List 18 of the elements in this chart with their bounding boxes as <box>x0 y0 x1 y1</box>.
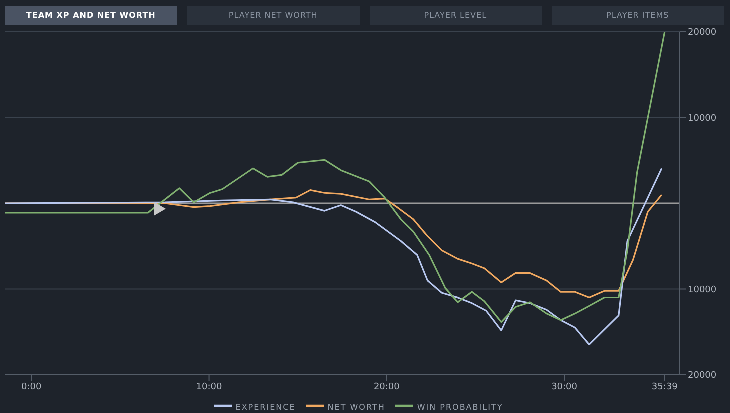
text: PLAYER LEVEL <box>370 6 542 25</box>
y-tick-label: 10000 <box>688 114 717 124</box>
x-tick-label: 30:00 <box>552 382 578 392</box>
y-tick-label: 20000 <box>688 28 717 38</box>
line-series <box>5 32 666 324</box>
text: PLAYER ITEMS <box>552 6 724 25</box>
x-tick-label: 10:00 <box>196 382 223 392</box>
y-tick-label: 20000 <box>688 371 717 382</box>
legend-label: WIN PROBABILITY <box>417 403 504 412</box>
x-tick-label: 0:00 <box>22 382 42 392</box>
legend-label: NET WORTH <box>328 403 386 412</box>
text: PLAYER NET WORTH <box>187 6 360 25</box>
legend-label: EXPERIENCE <box>236 403 296 412</box>
x-tick-label: 35:39 <box>652 382 678 392</box>
line-series <box>5 168 663 346</box>
y-tick-label: 10000 <box>688 285 717 296</box>
text: TEAM XP AND NET WORTH <box>5 6 178 25</box>
x-tick-label: 20:00 <box>374 382 400 392</box>
